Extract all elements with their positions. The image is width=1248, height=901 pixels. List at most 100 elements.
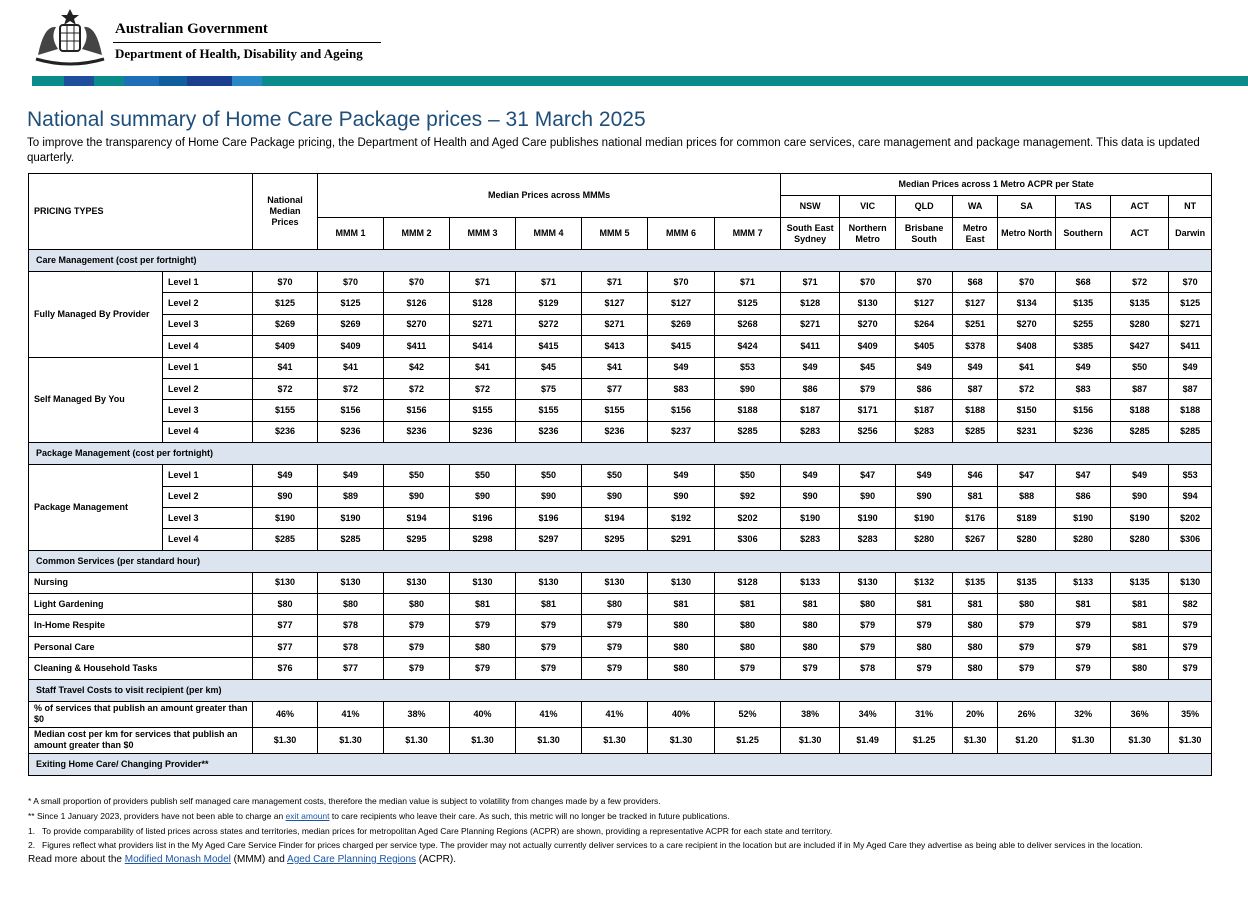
price-cell: $190 (317, 506, 385, 530)
price-cell: $135 (997, 571, 1057, 595)
price-cell: $79 (383, 635, 451, 659)
data-row: Level 3 $269 $269 $270 $271 $272 $271 $269 $268 $… (29, 313, 1213, 337)
price-cell: 36% (1110, 700, 1170, 728)
price-cell: $45 (515, 356, 583, 379)
price-cell: $409 (317, 335, 385, 358)
row-label: Level 1 (161, 356, 254, 379)
price-cell: $424 (714, 335, 782, 358)
section-row: Staff Travel Costs to visit recipient (p… (27, 678, 1213, 702)
price-cell: $90 (252, 485, 319, 508)
price-cell: $1.30 (317, 726, 385, 754)
header-row: MMM 1 MMM 2 MMM 3 MMM 4 MMM 5 MMM 6 MMM 7 South… (29, 217, 1213, 250)
price-cell: $1.30 (581, 726, 649, 754)
price-cell: $79 (839, 614, 897, 637)
price-cell: $128 (780, 292, 841, 315)
price-cell: $79 (895, 614, 954, 637)
price-cell: $408 (997, 335, 1057, 358)
price-cell: $270 (839, 313, 897, 337)
price-cell: $125 (1168, 292, 1213, 315)
price-cell: $251 (952, 313, 999, 337)
price-cell: $80 (952, 635, 999, 659)
price-cell: $409 (252, 335, 319, 358)
price-cell: $270 (997, 313, 1057, 337)
price-cell: $295 (581, 528, 649, 551)
price-cell: $155 (449, 399, 517, 422)
price-cell: $90 (714, 377, 782, 401)
price-cell: $92 (714, 485, 782, 508)
header-cell: MMM 7 (714, 217, 782, 250)
price-cell: $1.30 (780, 726, 841, 754)
note-text: To provide comparability of listed price… (42, 826, 833, 836)
price-cell: $271 (780, 313, 841, 337)
price-cell: $70 (252, 270, 319, 294)
price-cell: $378 (952, 335, 999, 358)
row-label: Level 3 (161, 506, 254, 530)
data-row: Cleaning & Household Tasks $76 $77 $79 $79 $7… (27, 657, 1213, 680)
price-cell: $79 (1055, 635, 1112, 659)
price-cell: $70 (1168, 270, 1213, 294)
price-cell: $125 (714, 292, 782, 315)
price-cell: $90 (839, 485, 897, 508)
price-cell: $271 (581, 313, 649, 337)
price-cell: $79 (581, 657, 649, 680)
price-cell: $79 (1055, 657, 1112, 680)
section-row: Exiting Home Care/ Changing Provider** (27, 752, 1213, 776)
price-cell: $285 (1110, 420, 1170, 444)
price-cell: $49 (647, 356, 716, 379)
price-cell: $53 (714, 356, 782, 379)
link[interactable]: Modified Monash Model (124, 854, 231, 865)
price-cell: $81 (1110, 635, 1170, 659)
price-cell: $128 (449, 292, 517, 315)
price-cell: $41 (581, 356, 649, 379)
price-cell: $49 (1110, 464, 1170, 487)
price-cell: $81 (1055, 593, 1112, 616)
header-cell: Median Prices across MMMs (317, 173, 782, 218)
section-title: Care Management (cost per fortnight) (27, 249, 1213, 272)
header-row: NSW VIC QLD WA SA TAS ACT NT (29, 195, 1213, 218)
price-cell: $79 (1168, 635, 1213, 659)
price-cell: 52% (714, 700, 782, 728)
price-cell: $68 (1055, 270, 1112, 294)
price-cell: $70 (895, 270, 954, 294)
price-cell: $1.20 (997, 726, 1057, 754)
price-cell: $268 (714, 313, 782, 337)
price-cell: 46% (252, 700, 319, 728)
price-cell: $194 (581, 506, 649, 530)
price-cell: $90 (581, 485, 649, 508)
header-cell: MMM 4 (515, 217, 583, 250)
price-cell: $80 (581, 593, 649, 616)
note-text: Figures reflect what providers list in t… (42, 840, 1143, 850)
data-row: Level 2 $72 $72 $72 $72 $75 $77 $83 $90 $86 $79 $86… (29, 377, 1213, 401)
coat-of-arms (35, 9, 105, 66)
link[interactable]: exit amount (285, 811, 330, 821)
price-cell: $236 (1055, 420, 1112, 444)
price-cell: $411 (780, 335, 841, 358)
price-cell: 32% (1055, 700, 1112, 728)
price-cell: $49 (1168, 356, 1213, 379)
group-label: Fully Managed By Provider (28, 271, 163, 358)
price-cell: $46 (952, 464, 999, 487)
price-table: PRICING TYPES National Median Prices Media… (27, 173, 1213, 776)
price-cell: $81 (1110, 614, 1170, 637)
price-cell: $53 (1168, 464, 1213, 487)
price-cell: $190 (1110, 506, 1170, 530)
link[interactable]: Aged Care Planning Regions (287, 854, 417, 865)
price-cell: $81 (952, 593, 999, 616)
price-cell: 35% (1168, 700, 1213, 728)
note-number: 2. (28, 840, 36, 850)
row-label: % of services that publish an amount gre… (27, 700, 254, 728)
price-cell: $1.30 (449, 726, 517, 754)
price-cell: $1.30 (383, 726, 451, 754)
section-row: Care Management (cost per fortnight) (27, 249, 1213, 272)
price-cell: $269 (647, 313, 716, 337)
price-cell: $49 (780, 464, 841, 487)
footnote: * A small proportion of providers publis… (28, 796, 1218, 807)
price-cell: $264 (895, 313, 954, 337)
divider (113, 42, 381, 43)
price-cell: $405 (895, 335, 954, 358)
price-cell: $283 (895, 420, 954, 444)
price-cell: $176 (952, 506, 999, 530)
price-cell: $49 (1055, 356, 1112, 379)
price-cell: $81 (895, 593, 954, 616)
price-cell: $156 (1055, 399, 1112, 422)
